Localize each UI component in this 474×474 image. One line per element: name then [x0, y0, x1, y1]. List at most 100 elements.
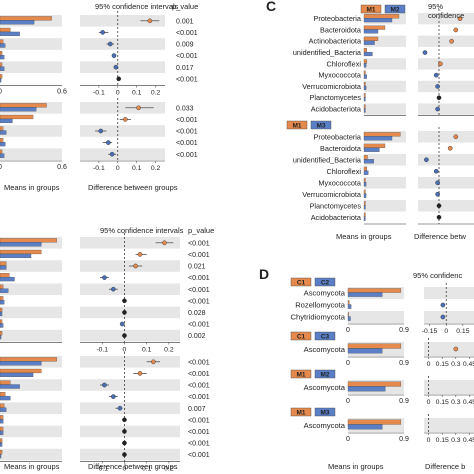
bar [0, 419, 4, 424]
legend-swatch [314, 369, 336, 379]
p-value: <0.001 [188, 322, 210, 329]
category-label: Ascomycota [304, 289, 346, 298]
ci-point [119, 321, 125, 327]
legend-swatch [384, 4, 406, 14]
ci-point [440, 314, 446, 320]
tick-label: 0 [123, 346, 127, 353]
legend-swatch [360, 4, 382, 14]
p-value: 0.007 [188, 406, 206, 413]
ci-point [111, 53, 117, 58]
bar [347, 304, 352, 309]
bar [363, 63, 367, 68]
tick-label: 0.45 [463, 361, 474, 368]
ci-point [98, 128, 104, 134]
ci-point [137, 371, 143, 376]
p-value: 0.028 [188, 310, 206, 317]
ci-point [457, 16, 463, 21]
legend-swatch [290, 369, 312, 379]
bar [363, 29, 379, 34]
tick-label: -0.1 [93, 165, 105, 172]
bar [363, 201, 366, 206]
bar [0, 372, 34, 378]
bar [0, 66, 5, 71]
tick-label: 0.2 [164, 465, 174, 472]
legend-label: M1 [296, 372, 305, 379]
ci-point [435, 84, 440, 89]
bar [0, 323, 4, 328]
legend-swatch [286, 120, 308, 130]
category-label: Planctomycetes [309, 201, 361, 210]
p-value: <0.001 [188, 394, 210, 401]
tick-label: 0 [346, 398, 350, 405]
bar [0, 319, 3, 324]
p-value: <0.001 [176, 76, 198, 83]
bar [0, 238, 57, 243]
ci-point [436, 203, 442, 209]
bar [0, 415, 4, 420]
bar [347, 343, 402, 349]
bar [363, 14, 400, 19]
ci-point [109, 151, 115, 157]
ci-point [435, 106, 440, 112]
bar [0, 253, 32, 259]
bar [363, 216, 366, 221]
ci-point [102, 275, 107, 280]
category-label: Proteobacteria [314, 14, 362, 23]
bar [0, 407, 7, 412]
tick-label: 0 [346, 436, 350, 443]
bar [347, 288, 402, 293]
bar [363, 108, 366, 113]
bar [363, 51, 373, 57]
category-label: Chloroflexi [327, 167, 362, 176]
tick-label: 0 [427, 361, 431, 368]
tick-label: 0 [116, 165, 120, 172]
ci-point [122, 298, 127, 304]
category-label: Rozellomycota [295, 301, 346, 310]
row-band [80, 148, 165, 160]
p-value: <0.001 [188, 371, 210, 378]
bar [0, 149, 3, 154]
category-label: unidentified_Bacteria [293, 48, 362, 57]
p-value: <0.001 [176, 140, 198, 147]
row-band [0, 425, 62, 438]
bar [0, 426, 4, 432]
ci-point [133, 263, 138, 269]
legend-swatch [314, 277, 336, 287]
bar [0, 276, 15, 282]
bar [0, 453, 2, 459]
category-label: unidentified_Bacteria [293, 155, 362, 164]
ci-point [424, 157, 429, 163]
legend-swatch [290, 331, 312, 341]
bar [347, 386, 386, 392]
tick-label: 0.15 [436, 399, 449, 406]
bar [0, 78, 2, 83]
row-band [364, 177, 406, 189]
legend-label: M2 [320, 372, 329, 379]
row-band [424, 342, 474, 356]
row-band [80, 237, 180, 249]
category-label: Acidobacteriota [311, 213, 362, 222]
bar [363, 104, 366, 109]
p-value: 0.033 [176, 105, 194, 112]
legend-label: M3 [316, 123, 325, 130]
bar [0, 43, 6, 48]
bar [0, 118, 13, 124]
legend-swatch [314, 407, 336, 417]
row-band [80, 356, 180, 368]
bar [0, 395, 11, 401]
ci-point [102, 382, 107, 388]
bar [0, 300, 5, 305]
ci-point [111, 286, 116, 292]
row-band [348, 311, 404, 323]
ci-point [122, 440, 127, 446]
ci-point [117, 405, 123, 411]
row-band [418, 13, 474, 25]
bar [0, 307, 3, 313]
p-value: <0.001 [188, 359, 210, 366]
bar [0, 54, 5, 60]
bar [363, 132, 401, 137]
bar [0, 242, 42, 247]
bar [347, 381, 402, 387]
category-label: Bacteroidota [320, 25, 362, 34]
bar [0, 334, 2, 340]
